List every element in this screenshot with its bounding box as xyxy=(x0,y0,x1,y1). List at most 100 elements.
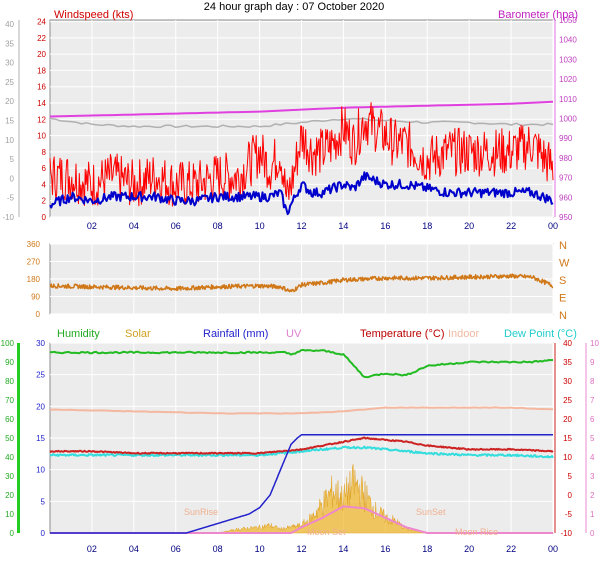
series-temperature xyxy=(49,436,554,455)
humidity-axis-bar xyxy=(17,343,20,533)
uv-tick-label: 8 xyxy=(590,377,595,386)
x-tick-label-p3: 06 xyxy=(171,544,181,554)
humidity-tick-label: 30 xyxy=(5,472,14,481)
humidity-tick-label: 10 xyxy=(5,510,14,519)
x-tick-label-p1: 16 xyxy=(380,221,390,231)
direction-tick-label: 180 xyxy=(27,275,41,284)
direction-tick-label: 0 xyxy=(36,310,41,319)
wind-tick-label: 18 xyxy=(37,66,46,75)
series-rainfall xyxy=(50,434,553,534)
legend-rainfall: Rainfall (mm) xyxy=(203,328,268,340)
kmh-tick-label: -5 xyxy=(7,194,15,203)
kmh-tick-label: 25 xyxy=(5,78,14,87)
series-dew-point xyxy=(49,445,554,459)
temperature-tick-label: 15 xyxy=(563,434,572,443)
barometer-axis-label: Barometer (hpa) xyxy=(498,9,578,21)
compass-label: S xyxy=(559,275,566,287)
series-humidity xyxy=(49,349,554,379)
kmh-tick-label: 20 xyxy=(5,97,14,106)
wind-tick-label: 4 xyxy=(42,180,47,189)
barometer-tick-label: 970 xyxy=(559,174,573,183)
wind-tick-label: 2 xyxy=(42,197,47,206)
barometer-tick-label: 1000 xyxy=(559,115,577,124)
wind-tick-label: 22 xyxy=(37,34,46,43)
wind-tick-label: 24 xyxy=(37,18,46,27)
wind-tick-label: 20 xyxy=(37,50,46,59)
x-tick-label-p1: 18 xyxy=(422,221,432,231)
humidity-tick-label: 60 xyxy=(5,415,14,424)
compass-label: E xyxy=(559,293,566,305)
rain-tick-label: 25 xyxy=(36,371,45,380)
annotation-moon-set: Moon Set xyxy=(307,527,346,537)
direction-tick-label: 270 xyxy=(27,258,41,267)
series-barometer-previous xyxy=(49,117,554,129)
kmh-tick-label: 15 xyxy=(5,117,14,126)
series-gust xyxy=(49,102,554,207)
rain-tick-label: 0 xyxy=(41,529,46,538)
humidity-tick-label: 20 xyxy=(5,491,14,500)
uv-tick-label: 6 xyxy=(590,415,595,424)
temperature-tick-label: -10 xyxy=(560,529,572,538)
humidity-tick-label: 80 xyxy=(5,377,14,386)
wind-tick-label: 0 xyxy=(42,213,47,222)
x-tick-label-p1: 10 xyxy=(255,221,265,231)
rain-tick-label: 5 xyxy=(41,497,46,506)
uv-tick-label: 7 xyxy=(590,396,595,405)
x-tick-label-p3: 20 xyxy=(464,544,474,554)
uv-tick-label: 9 xyxy=(590,358,595,367)
rain-tick-label: 30 xyxy=(36,339,45,348)
x-tick-label-p1: 04 xyxy=(129,221,139,231)
annotation-sunrise: SunRise xyxy=(184,507,218,517)
kmh-tick-label: 5 xyxy=(10,155,15,164)
annotation-sunset: SunSet xyxy=(416,507,446,517)
rain-tick-label: 10 xyxy=(36,466,45,475)
wind-tick-label: 6 xyxy=(42,164,47,173)
uv-tick-label: 2 xyxy=(590,491,595,500)
temperature-tick-label: 30 xyxy=(563,377,572,386)
rain-tick-label: 15 xyxy=(36,434,45,443)
humidity-tick-label: 70 xyxy=(5,396,14,405)
wind-tick-label: 14 xyxy=(37,99,46,108)
uv-tick-label: 1 xyxy=(590,510,595,519)
temperature-tick-label: 10 xyxy=(563,453,572,462)
barometer-tick-label: 980 xyxy=(559,154,573,163)
uv-tick-label: 10 xyxy=(590,339,599,348)
kmh-tick-label: 30 xyxy=(5,59,14,68)
x-tick-label-p1: 20 xyxy=(464,221,474,231)
temperature-tick-label: 20 xyxy=(563,415,572,424)
legend-uv: UV xyxy=(286,328,302,340)
legend-solar: Solar xyxy=(125,328,151,340)
humidity-tick-label: 50 xyxy=(5,434,14,443)
legend-humidity: Humidity xyxy=(57,328,100,340)
series-barometer xyxy=(49,100,554,118)
series-wind-direction xyxy=(49,273,554,293)
kmh-tick-label: 10 xyxy=(5,136,14,145)
x-tick-label-p3: 02 xyxy=(87,544,97,554)
compass-label: W xyxy=(559,258,570,270)
temperature-tick-label: 0 xyxy=(568,491,573,500)
humidity-tick-label: 40 xyxy=(5,453,14,462)
barometer-tick-label: 1010 xyxy=(559,95,577,104)
x-tick-label-p1: 12 xyxy=(296,221,306,231)
x-tick-label-p3: 18 xyxy=(422,544,432,554)
humidity-tick-label: 0 xyxy=(10,529,15,538)
wind-tick-label: 8 xyxy=(42,148,47,157)
barometer-tick-label: 1020 xyxy=(559,75,577,84)
temperature-tick-label: 35 xyxy=(563,358,572,367)
wind-tick-label: 16 xyxy=(37,83,46,92)
direction-tick-label: 360 xyxy=(27,240,41,249)
uv-tick-label: 4 xyxy=(590,453,595,462)
kmh-tick-label: 0 xyxy=(10,174,15,183)
x-tick-label-p1: 22 xyxy=(506,221,516,231)
uv-tick-label: 5 xyxy=(590,434,595,443)
temperature-tick-label: 25 xyxy=(563,396,572,405)
x-tick-label-p3: 16 xyxy=(380,544,390,554)
series-indoor xyxy=(49,406,554,415)
compass-label: N xyxy=(559,310,567,322)
x-tick-label-p3: 04 xyxy=(129,544,139,554)
uv-tick-label: 0 xyxy=(590,529,595,538)
humidity-tick-label: 90 xyxy=(5,358,14,367)
direction-tick-label: 90 xyxy=(31,293,40,302)
series-windspeed xyxy=(49,171,554,216)
